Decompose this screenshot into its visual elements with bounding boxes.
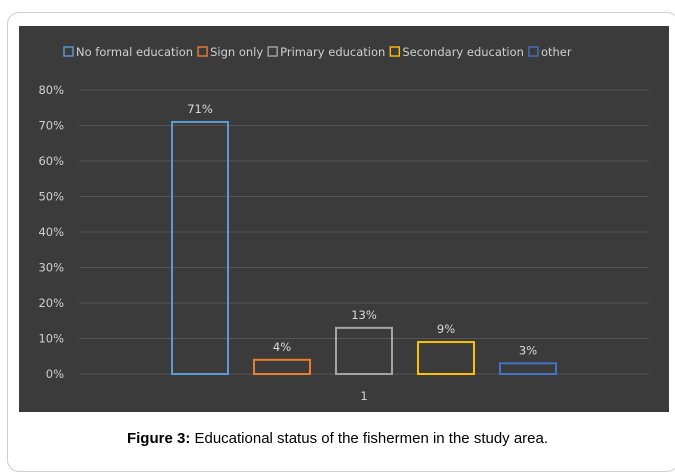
bars [171, 120, 557, 376]
x-tick-label: 1 [360, 389, 367, 403]
bar-value-label: 13% [351, 308, 377, 322]
bar-value-label: 71% [187, 102, 213, 116]
figure-caption: Figure 3: Educational status of the fish… [0, 430, 675, 447]
y-tick-label: 50% [38, 190, 64, 204]
legend-entry: other [541, 45, 572, 59]
data-labels: 71% 4% 13% 9% 3% [187, 102, 537, 357]
caption-label: Figure 3: [126, 430, 191, 447]
x-axis-ticks: 1 [360, 389, 367, 403]
y-tick-label: 80% [38, 83, 64, 97]
legend-entry: Sign only [210, 45, 263, 59]
y-tick-label: 0% [46, 367, 64, 381]
bar [417, 341, 475, 375]
chart-svg: No formal education Sign only Primary educ… [38, 45, 649, 403]
bar [253, 358, 311, 375]
legend-swatch [528, 46, 539, 57]
y-tick-label: 10% [38, 332, 64, 346]
bar-value-label: 3% [519, 343, 537, 357]
y-tick-label: 40% [38, 225, 64, 239]
legend-swatch [63, 46, 74, 57]
bar [499, 362, 557, 376]
y-tick-label: 30% [38, 261, 64, 275]
chart-panel: No formal education Sign only Primary educ… [19, 26, 669, 412]
y-tick-label: 60% [38, 154, 64, 168]
bar-value-label: 9% [437, 322, 455, 336]
legend-entry: No formal education [76, 45, 193, 59]
bar [171, 120, 229, 375]
legend-swatch [389, 46, 401, 57]
y-tick-label: 70% [38, 119, 64, 133]
legend-entry: Secondary education [402, 45, 524, 59]
legend: No formal education Sign only Primary educ… [63, 45, 572, 59]
legend-swatch [267, 46, 278, 57]
y-axis-ticks: 0% 10% 20% 30% 40% 50% 60% 70% 80% [38, 83, 64, 381]
caption-text: Educational status of the fishermen in t… [194, 430, 549, 447]
legend-swatch [197, 46, 208, 57]
bar-value-label: 4% [273, 340, 291, 354]
gridlines [79, 89, 649, 375]
legend-entry: Primary education [280, 45, 385, 59]
y-tick-label: 20% [38, 296, 64, 310]
bar [335, 326, 393, 376]
